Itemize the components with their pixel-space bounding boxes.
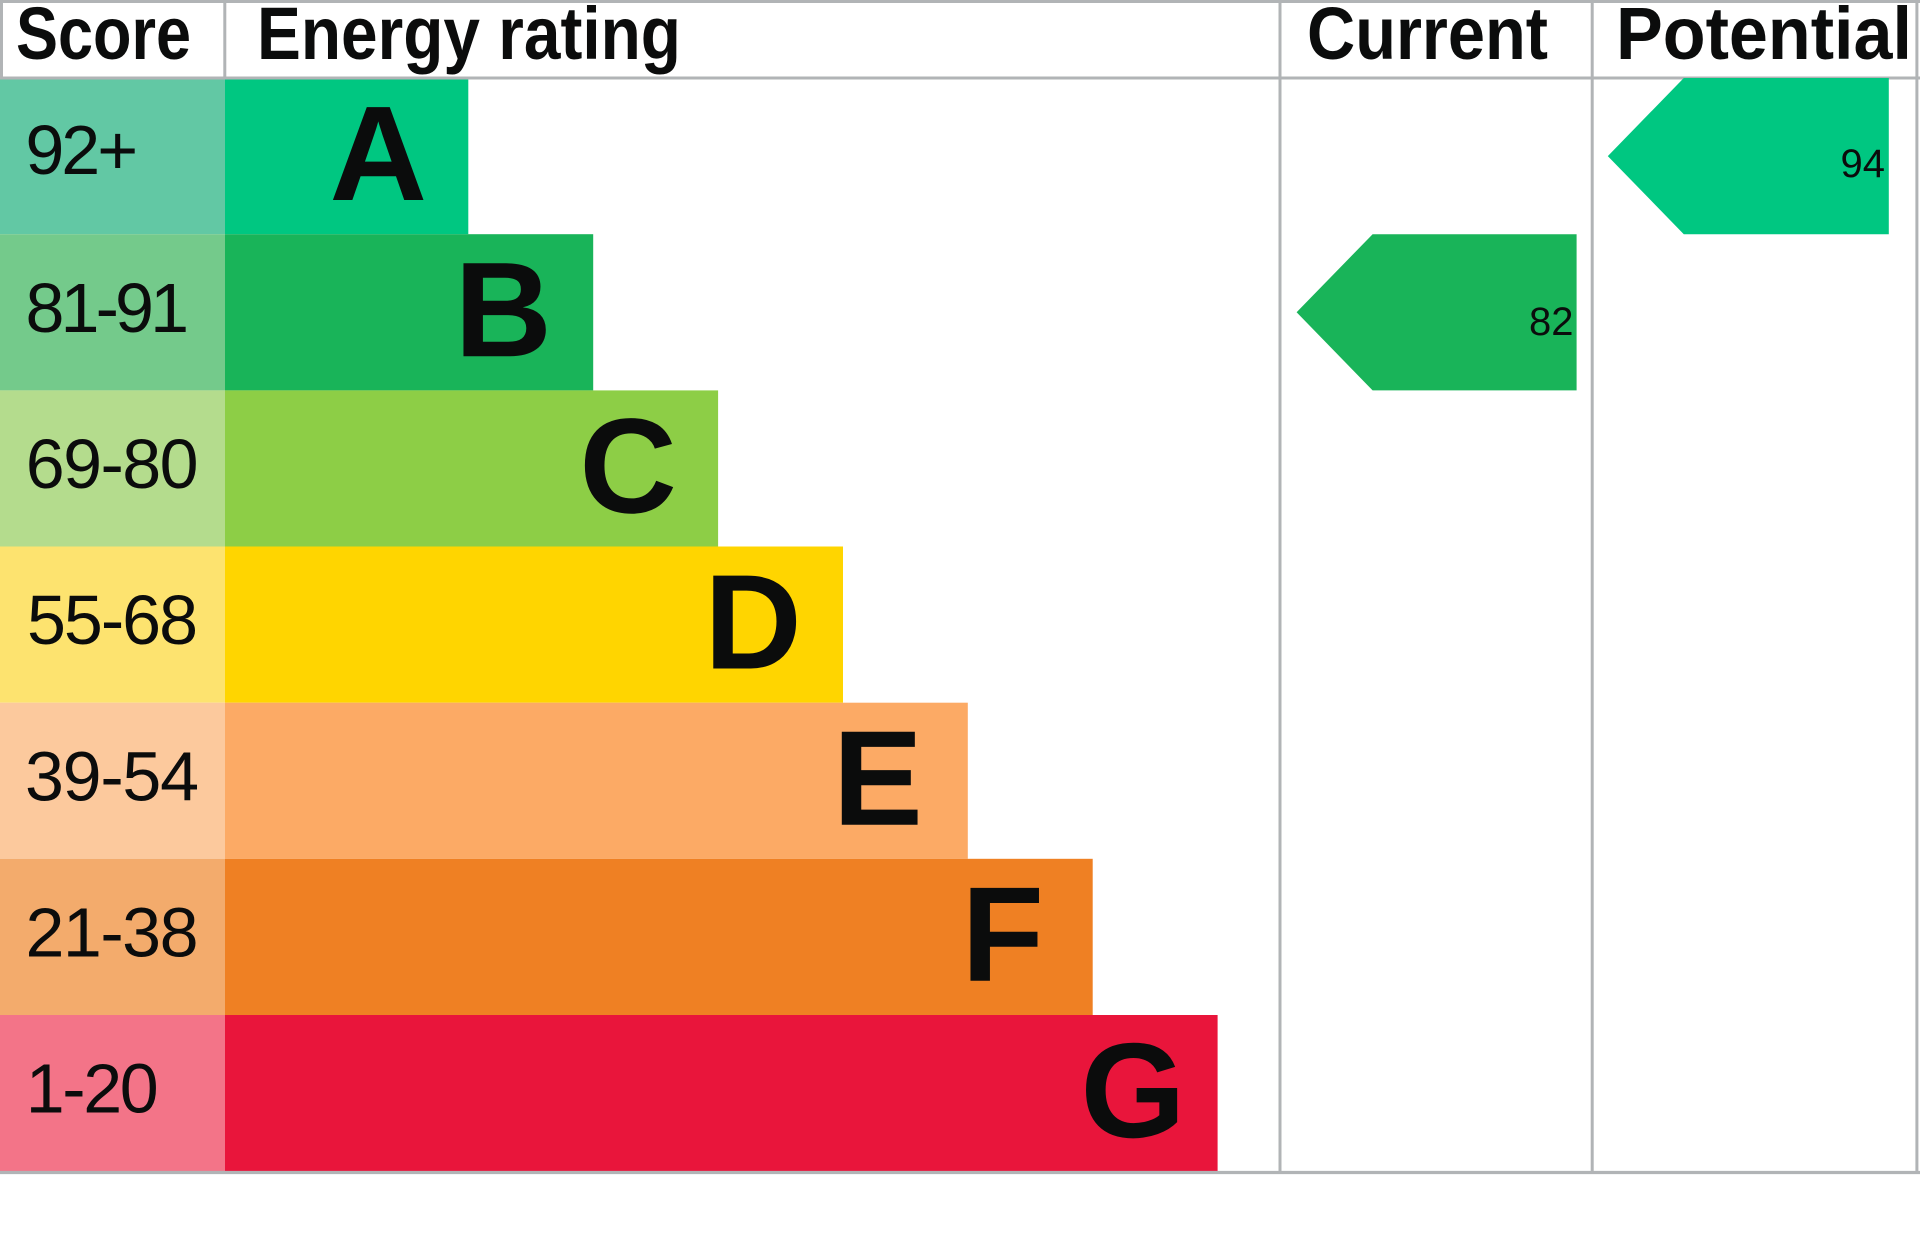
svg-text:55-68: 55-68 — [27, 581, 198, 659]
svg-text:D: D — [704, 547, 802, 698]
svg-text:G: G — [1080, 1015, 1185, 1166]
svg-text:F: F — [961, 859, 1043, 1010]
svg-text:81-91: 81-91 — [26, 269, 190, 347]
svg-text:82: 82 — [1529, 300, 1574, 344]
svg-text:Potential: Potential — [1616, 0, 1912, 75]
svg-text:39-54: 39-54 — [25, 737, 199, 815]
svg-text:94: 94 — [1841, 142, 1886, 186]
svg-text:Score: Score — [16, 0, 191, 75]
svg-text:Current: Current — [1307, 0, 1548, 75]
svg-text:A: A — [330, 78, 428, 229]
svg-text:21-38: 21-38 — [26, 894, 199, 972]
svg-text:92+: 92+ — [25, 111, 138, 189]
svg-text:69-80: 69-80 — [26, 425, 199, 503]
svg-text:E: E — [833, 703, 923, 854]
svg-text:Energy rating: Energy rating — [257, 0, 681, 75]
svg-text:1-20: 1-20 — [26, 1050, 159, 1128]
svg-text:C: C — [579, 390, 677, 541]
svg-text:B: B — [454, 234, 552, 385]
